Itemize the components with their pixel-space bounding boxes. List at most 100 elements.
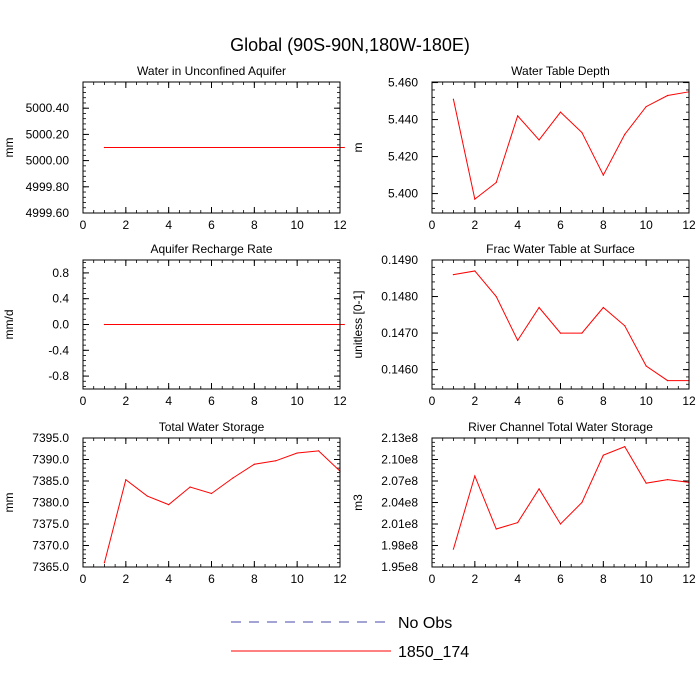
x-tick-label: 8 [251, 394, 258, 408]
chart-panel-1: Water in Unconfined Aquifer mm 0 2 4 6 8 10 12 49… [2, 64, 347, 232]
data-point [602, 174, 604, 176]
data-point [168, 504, 170, 506]
x-tick-label: 6 [208, 394, 215, 408]
x-tick-label: 0 [80, 572, 87, 586]
x-tick-label: 12 [682, 394, 696, 408]
data-point [559, 523, 562, 525]
data-point [581, 131, 583, 134]
panel-title: Water in Unconfined Aquifer [137, 64, 286, 78]
data-point [517, 115, 519, 117]
y-tick-label: 0.1470 [381, 326, 418, 340]
y-tick-label: 2.10e8 [381, 453, 418, 467]
x-tick-label: 10 [639, 218, 653, 232]
y-tick-label: -0.4 [48, 343, 69, 357]
data-point [103, 146, 106, 149]
x-tick-label: 2 [122, 394, 129, 408]
y-tick-label: 0.0 [52, 318, 69, 332]
data-point [253, 463, 255, 465]
data-point [452, 98, 455, 100]
x-tick-label: 8 [251, 572, 258, 586]
data-point [645, 106, 647, 108]
data-point [317, 450, 320, 452]
plot-frame [431, 437, 690, 568]
y-tick-label: 2.07e8 [381, 474, 418, 488]
y-axis-label: mm [2, 493, 16, 513]
data-point [666, 478, 669, 481]
data-point [474, 270, 476, 272]
x-tick-label: 2 [471, 218, 478, 232]
y-tick-label: 5.420 [388, 150, 418, 164]
data-point [452, 548, 455, 550]
x-tick-label: 12 [682, 572, 696, 586]
y-tick-label: 2.13e8 [381, 431, 418, 445]
series-line-1850_174 [103, 450, 341, 563]
x-tick-label: 12 [333, 394, 347, 408]
chart-panel-4: Frac Water Table at Surface unitless [0-1… [351, 242, 696, 408]
x-tick-label: 4 [514, 218, 521, 232]
data-point [495, 528, 497, 530]
chart-panel-3: Aquifer Recharge Rate mm/d 0 2 4 6 8 10 12 -0.8 -0… [2, 242, 347, 408]
data-point [538, 306, 540, 309]
y-tick-label: 5.460 [388, 76, 418, 90]
data-point [645, 365, 647, 367]
y-tick-label: 7370.0 [32, 539, 69, 553]
y-tick-label: 2.01e8 [381, 517, 418, 531]
x-tick-label: 8 [600, 218, 607, 232]
y-tick-label: 7375.0 [32, 517, 69, 531]
data-point [581, 332, 583, 334]
data-point [474, 198, 476, 200]
data-point [517, 521, 519, 524]
x-tick-label: 6 [557, 394, 564, 408]
x-tick-label: 0 [80, 394, 87, 408]
y-tick-label: 5000.20 [26, 127, 70, 141]
chart-panels: Water in Unconfined Aquifer mm 0 2 4 6 8 10 12 49… [2, 64, 696, 586]
data-point [602, 454, 604, 456]
y-tick-label: 5000.00 [26, 154, 70, 168]
x-tick-label: 8 [600, 572, 607, 586]
x-tick-label: 2 [471, 394, 478, 408]
y-tick-label: 4999.80 [26, 180, 70, 194]
y-axis-label: m3 [351, 494, 365, 511]
y-tick-label: 0.1480 [381, 290, 418, 304]
data-point [666, 94, 669, 97]
x-tick-label: 0 [429, 572, 436, 586]
data-point [559, 111, 562, 113]
y-tick-label: 0.8 [52, 266, 69, 280]
data-point [624, 133, 626, 135]
y-axis-label: mm [2, 138, 16, 158]
y-tick-label: 7390.0 [32, 453, 69, 467]
data-point [581, 501, 583, 504]
x-tick-label: 0 [429, 218, 436, 232]
y-tick-label: 1.95e8 [381, 560, 418, 574]
x-tick-label: 4 [514, 394, 521, 408]
data-point [495, 295, 497, 298]
x-tick-label: 4 [165, 394, 172, 408]
data-point [624, 325, 626, 327]
series-line-1850_174 [453, 270, 689, 382]
data-point [559, 332, 562, 334]
data-point [495, 181, 497, 184]
y-tick-label: 1.98e8 [381, 539, 418, 553]
y-axis-label: m [351, 143, 365, 153]
data-point [538, 139, 540, 141]
chart-panel-6: River Channel Total Water Storage m3 0 2 4 6 8… [351, 420, 696, 586]
x-tick-label: 2 [471, 572, 478, 586]
x-tick-label: 4 [165, 572, 172, 586]
data-point [210, 492, 213, 495]
x-tick-label: 4 [165, 218, 172, 232]
panel-title: Water Table Depth [511, 64, 610, 78]
y-tick-label: 7395.0 [32, 431, 69, 445]
x-tick-label: 10 [290, 394, 304, 408]
x-tick-label: 0 [80, 218, 87, 232]
series-line-1850_174 [452, 445, 690, 550]
y-tick-label: 4999.60 [26, 206, 70, 220]
y-tick-label: 7380.0 [32, 496, 69, 510]
x-tick-label: 6 [208, 218, 215, 232]
y-tick-label: 2.04e8 [381, 496, 418, 510]
x-tick-label: 12 [333, 218, 347, 232]
data-point [343, 323, 345, 326]
x-tick-label: 12 [682, 218, 696, 232]
data-point [296, 452, 298, 454]
y-tick-label: 7385.0 [32, 474, 69, 488]
